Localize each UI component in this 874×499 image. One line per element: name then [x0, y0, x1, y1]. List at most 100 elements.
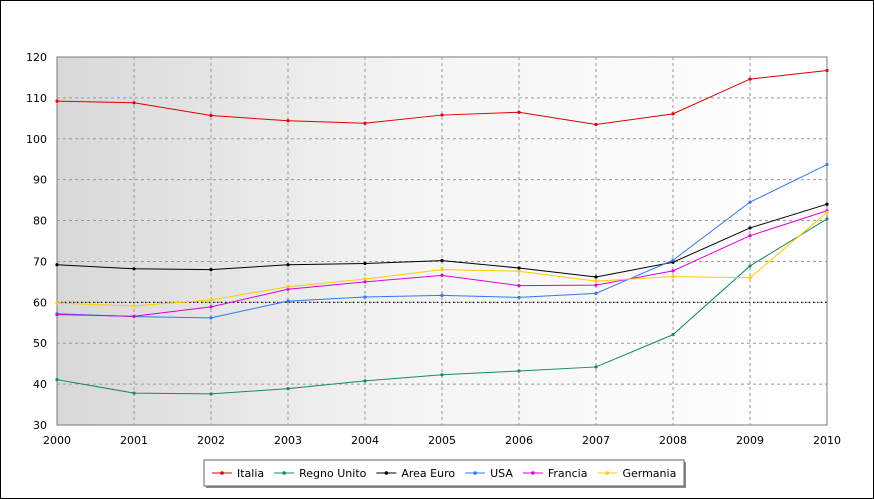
data-point — [517, 110, 521, 114]
x-tick-label: 2004 — [351, 434, 379, 447]
data-point — [132, 391, 136, 395]
data-point — [286, 119, 290, 123]
data-point — [286, 263, 290, 267]
x-tick-label: 2008 — [659, 434, 687, 447]
data-point — [517, 269, 521, 273]
data-point — [209, 305, 213, 309]
data-point — [363, 261, 367, 266]
data-point — [825, 68, 829, 73]
data-point — [825, 202, 829, 206]
data-point — [55, 313, 59, 317]
data-point — [55, 301, 59, 305]
legend-marker — [220, 471, 224, 475]
legend-label: Italia — [237, 467, 264, 480]
legend-marker — [384, 471, 389, 475]
y-tick-label: 110 — [26, 92, 47, 105]
legend-marker — [473, 471, 477, 475]
x-tick-label: 2000 — [43, 434, 71, 447]
data-point — [594, 275, 598, 279]
data-point — [209, 316, 213, 320]
data-point — [132, 314, 136, 318]
y-tick-label: 50 — [33, 337, 47, 350]
y-tick-label: 120 — [26, 51, 47, 64]
data-point — [517, 283, 521, 288]
series-regno-unito — [55, 217, 829, 396]
legend-marker — [531, 471, 535, 475]
data-point — [825, 217, 829, 221]
y-tick-label: 80 — [33, 215, 47, 228]
data-point — [440, 273, 444, 277]
data-point — [517, 266, 521, 270]
data-point — [748, 77, 752, 81]
legend-label: Area Euro — [401, 467, 455, 480]
data-point — [132, 267, 136, 271]
data-point — [748, 226, 752, 230]
data-point — [209, 268, 213, 272]
data-point — [594, 122, 598, 127]
data-point — [55, 99, 59, 103]
data-point — [440, 293, 444, 297]
data-point — [286, 387, 290, 391]
data-point — [363, 379, 367, 383]
data-point — [748, 264, 752, 268]
legend-marker — [605, 471, 610, 475]
data-point — [286, 285, 290, 289]
data-point — [748, 276, 752, 280]
data-point — [517, 369, 521, 373]
x-axis: 2000 2001 2002 2003 2004 2005 2006 2007 2008 2009… — [43, 434, 841, 447]
data-point — [209, 298, 213, 302]
data-point — [671, 269, 675, 273]
x-tick-label: 2001 — [120, 434, 148, 447]
series-germania — [55, 210, 829, 308]
data-point — [209, 113, 213, 118]
data-point — [55, 378, 59, 382]
data-point — [132, 304, 136, 308]
y-tick-label: 30 — [33, 419, 47, 432]
series-francia — [55, 209, 829, 318]
data-point — [132, 101, 136, 105]
y-tick-label: 90 — [33, 174, 47, 187]
data-point — [671, 258, 675, 262]
y-tick-label: 60 — [33, 296, 47, 309]
y-tick-label: 70 — [33, 255, 47, 268]
y-axis: 30 40 50 60 70 80 90 100 110 120 — [26, 51, 47, 432]
data-point — [671, 112, 675, 116]
data-point — [440, 259, 444, 263]
y-tick-label: 100 — [26, 133, 47, 146]
legend-label: USA — [490, 467, 513, 480]
data-point — [748, 234, 752, 238]
x-tick-label: 2009 — [736, 434, 764, 447]
data-point — [55, 263, 59, 267]
data-point — [825, 162, 829, 167]
data-point — [286, 299, 290, 303]
series-usa — [55, 162, 829, 320]
data-point — [440, 373, 444, 377]
data-point — [363, 121, 367, 125]
x-tick-label: 2010 — [813, 434, 841, 447]
data-point — [363, 277, 367, 281]
data-point — [517, 295, 521, 300]
data-point — [594, 365, 598, 369]
data-point — [363, 295, 367, 299]
x-tick-label: 2007 — [582, 434, 610, 447]
data-point — [671, 333, 675, 337]
data-point — [209, 392, 213, 396]
series-group — [55, 68, 829, 396]
data-point — [825, 210, 829, 214]
data-point — [440, 113, 444, 117]
data-point — [671, 274, 675, 279]
data-point — [286, 287, 290, 291]
y-tick-label: 40 — [33, 378, 47, 391]
data-point — [440, 268, 444, 272]
legend-marker — [282, 471, 286, 475]
x-tick-label: 2006 — [505, 434, 533, 447]
legend-label: Francia — [548, 467, 588, 480]
x-tick-label: 2002 — [197, 434, 225, 447]
legend-label: Germania — [622, 467, 676, 480]
data-point — [594, 279, 598, 283]
data-point — [748, 200, 752, 204]
x-tick-label: 2003 — [274, 434, 302, 447]
series-italia — [55, 68, 829, 127]
data-point — [594, 291, 598, 295]
